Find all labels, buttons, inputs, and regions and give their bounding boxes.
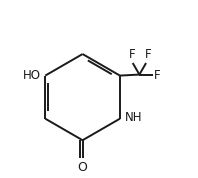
Text: O: O — [78, 161, 88, 174]
Text: F: F — [154, 69, 161, 82]
Text: F: F — [128, 48, 135, 61]
Text: NH: NH — [124, 111, 142, 124]
Text: F: F — [144, 48, 151, 61]
Text: HO: HO — [23, 69, 41, 82]
